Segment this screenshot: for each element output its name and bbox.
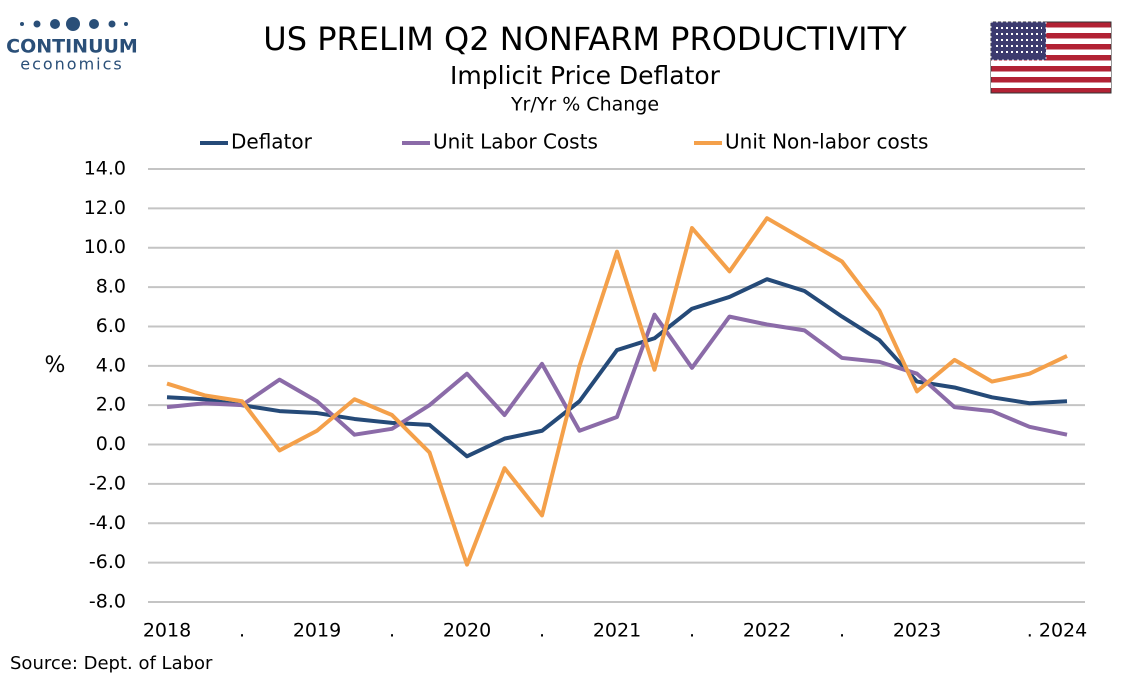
x-tick-label: . <box>389 620 395 642</box>
x-tick-label: . <box>239 620 245 642</box>
source: Source: Dept. of Labor <box>10 653 213 674</box>
x-tick-label: 2021 <box>593 620 641 642</box>
y-tick-label: -6.0 <box>89 551 126 573</box>
y-tick-label: 2.0 <box>96 394 126 416</box>
line-series <box>166 277 1068 459</box>
legend-label: Unit Labor Costs <box>433 130 598 154</box>
logo-name: CONTINUUM <box>6 36 138 58</box>
chart-title: US PRELIM Q2 NONFARM PRODUCTIVITY <box>263 20 907 58</box>
y-tick-label: 6.0 <box>96 315 126 337</box>
logo-tagline: economics <box>20 55 124 74</box>
y-tick-label: -4.0 <box>89 512 126 534</box>
y-tick-label: 10.0 <box>84 236 126 258</box>
x-tick-label: . 2024 <box>1027 620 1087 642</box>
x-tick-label: 2019 <box>293 620 341 642</box>
chart-subtitle: Implicit Price Deflator <box>450 61 721 90</box>
logo: CONTINUUM economics <box>6 17 138 74</box>
y-tick-label: -2.0 <box>89 472 126 494</box>
chart-subtitle: Yr/Yr % Change <box>510 94 659 116</box>
x-tick-label: . <box>539 620 545 642</box>
y-tick-label: 12.0 <box>84 197 126 219</box>
y-tick-label: 4.0 <box>96 354 126 376</box>
legend-label: Unit Non-labor costs <box>725 130 928 154</box>
y-tick-label: 14.0 <box>84 158 126 180</box>
x-tick-label: 2023 <box>893 620 941 642</box>
legend-label: Deflator <box>231 130 313 154</box>
flag <box>990 21 1112 94</box>
y-tick-label: 0.0 <box>96 433 126 455</box>
x-tick-label: 2022 <box>743 620 791 642</box>
x-tick-label: . <box>689 620 695 642</box>
x-tick-label: . <box>839 620 845 642</box>
y-axis-label: % <box>45 353 66 378</box>
x-tick-label: 2020 <box>443 620 491 642</box>
y-tick-label: -8.0 <box>89 591 126 613</box>
y-tick-label: 8.0 <box>96 276 126 298</box>
line-series <box>166 216 1068 567</box>
line-series <box>166 312 1068 437</box>
x-tick-label: 2018 <box>143 620 191 642</box>
